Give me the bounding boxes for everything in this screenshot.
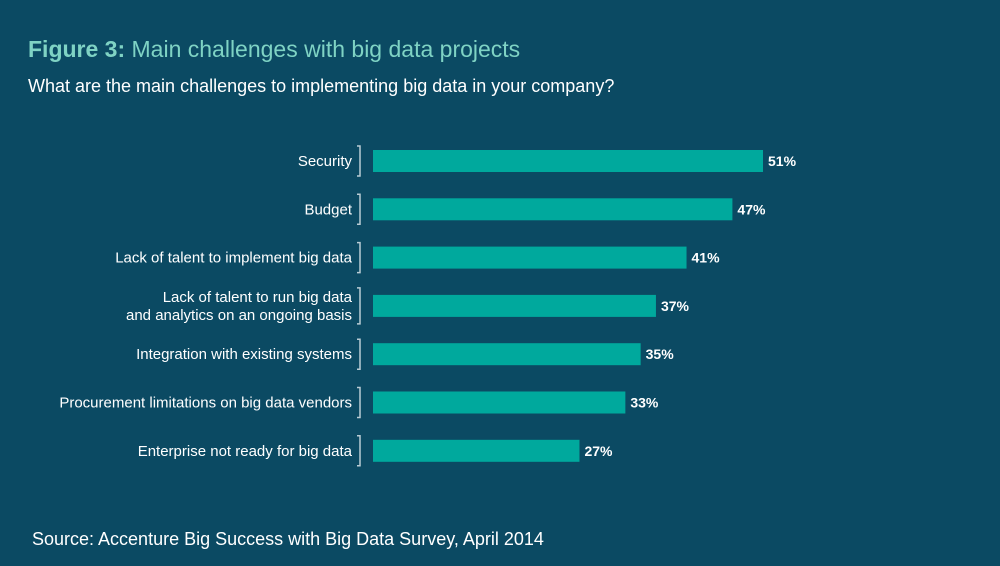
bar	[373, 246, 687, 269]
category-label: Integration with existing systems	[136, 346, 352, 363]
row-bracket	[357, 435, 361, 467]
row-bracket	[357, 145, 361, 177]
bar	[373, 439, 580, 462]
row-bracket	[357, 193, 361, 226]
figure-number: Figure 3:	[28, 36, 126, 62]
bar	[373, 391, 626, 414]
category-label: Procurement limitations on big data vend…	[59, 395, 352, 412]
figure-title-text: Main challenges with big data projects	[131, 36, 521, 62]
value-label: 33%	[630, 395, 659, 411]
bar	[373, 294, 656, 317]
category-label: Budget	[304, 201, 352, 218]
row-bracket	[357, 386, 361, 419]
value-label: 35%	[646, 346, 675, 362]
row-bracket	[357, 241, 361, 274]
category-label: Lack of talent to run big data and analyt…	[126, 289, 353, 324]
row-bracket	[357, 287, 361, 325]
value-label: 37%	[661, 298, 690, 314]
value-label: 51%	[768, 153, 797, 169]
category-label: Enterprise not ready for big data	[138, 443, 353, 460]
value-label: 27%	[584, 443, 613, 459]
source-note: Source: Accenture Big Success with Big D…	[32, 529, 544, 549]
chart-subtitle: What are the main challenges to implemen…	[28, 76, 615, 96]
category-label: Lack of talent to implement big data	[115, 250, 352, 267]
bar	[373, 150, 763, 172]
category-label: Security	[298, 153, 353, 170]
value-label: 47%	[737, 201, 766, 217]
bar	[373, 343, 641, 366]
value-label: 41%	[692, 250, 721, 266]
bar	[373, 198, 733, 221]
row-bracket	[357, 338, 361, 370]
figure-title: Figure 3: Main challenges with big data …	[28, 36, 520, 63]
